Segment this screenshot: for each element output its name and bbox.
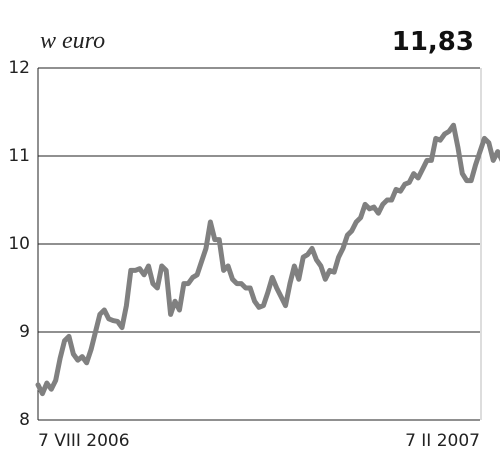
- y-tick-label: 11: [8, 146, 30, 166]
- chart-title: w euro: [40, 28, 105, 54]
- y-tick-label: 8: [19, 410, 30, 430]
- price-line: [35, 122, 500, 397]
- y-tick-label: 10: [8, 234, 30, 254]
- y-tick-label: 9: [19, 322, 30, 342]
- y-tick-label: 12: [8, 58, 30, 78]
- x-tick-label: 7 VIII 2006: [38, 431, 130, 451]
- x-tick-label: 7 II 2007: [405, 431, 480, 451]
- last-value: 11,83: [392, 27, 474, 57]
